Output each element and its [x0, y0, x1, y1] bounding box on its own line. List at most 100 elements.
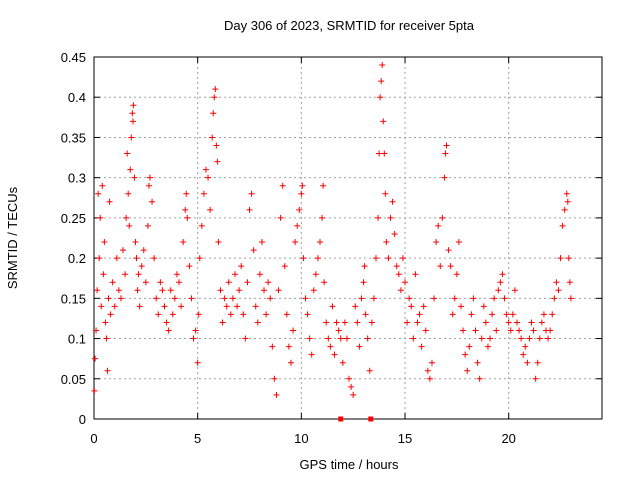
- data-point: [555, 287, 562, 294]
- data-point: [487, 335, 494, 342]
- data-point: [524, 359, 531, 366]
- data-point: [159, 287, 166, 294]
- data-point: [439, 214, 446, 221]
- data-point: [538, 319, 545, 326]
- x-tick-label: 0: [90, 431, 97, 446]
- data-point: [165, 327, 172, 334]
- data-point: [422, 327, 429, 334]
- data-point: [329, 303, 336, 310]
- data-point: [364, 335, 371, 342]
- data-point: [135, 271, 142, 278]
- data-point: [117, 295, 124, 302]
- data-point: [335, 327, 342, 334]
- data-point: [317, 239, 324, 246]
- data-point: [299, 182, 306, 189]
- data-point: [99, 182, 106, 189]
- data-point: [387, 214, 394, 221]
- data-point: [378, 78, 385, 85]
- data-point: [234, 303, 241, 310]
- data-point: [207, 206, 214, 213]
- data-point: [397, 287, 404, 294]
- data-point: [205, 174, 212, 181]
- data-point: [312, 271, 319, 278]
- data-point: [520, 351, 527, 358]
- data-point: [215, 239, 222, 246]
- data-point: [476, 375, 483, 382]
- data-point: [395, 271, 402, 278]
- data-point: [431, 295, 438, 302]
- data-point: [209, 134, 216, 141]
- data-point: [513, 319, 520, 326]
- data-point: [267, 295, 274, 302]
- data-point: [300, 255, 307, 262]
- data-point: [145, 182, 152, 189]
- data-point: [273, 391, 280, 398]
- data-point: [157, 279, 164, 286]
- data-point: [202, 166, 209, 173]
- data-point: [102, 319, 109, 326]
- data-point: [186, 263, 193, 270]
- data-point: [474, 359, 481, 366]
- data-point: [111, 303, 118, 310]
- data-point: [227, 311, 234, 318]
- data-point: [540, 311, 547, 318]
- data-point: [522, 343, 529, 350]
- data-point: [314, 255, 321, 262]
- data-point: [106, 198, 113, 205]
- data-point: [252, 303, 259, 310]
- data-point: [534, 359, 541, 366]
- data-point: [565, 255, 572, 262]
- x-tick-labels: 0 5 10 15 20: [90, 431, 516, 446]
- y-axis-label: SRMTID / TECUs: [5, 186, 20, 289]
- data-point: [495, 287, 502, 294]
- data-point: [462, 351, 469, 358]
- data-point: [563, 190, 570, 197]
- data-point: [294, 222, 301, 229]
- data-point: [93, 327, 100, 334]
- data-point: [261, 287, 268, 294]
- data-point: [136, 303, 143, 310]
- data-point: [269, 343, 276, 350]
- data-point: [402, 279, 409, 286]
- data-point: [505, 319, 512, 326]
- data-point: [290, 327, 297, 334]
- data-point: [383, 239, 390, 246]
- data-point: [516, 327, 523, 334]
- data-point: [248, 190, 255, 197]
- data-point: [167, 287, 174, 294]
- chart-title: Day 306 of 2023, SRMTID for receiver 5pt…: [224, 18, 475, 33]
- data-point: [489, 311, 496, 318]
- data-point: [244, 279, 251, 286]
- data-point: [564, 198, 571, 205]
- data-point: [125, 190, 132, 197]
- data-point: [221, 295, 228, 302]
- data-point: [458, 303, 465, 310]
- y-tick-label: 0.2: [68, 251, 86, 266]
- data-point: [198, 222, 205, 229]
- data-point: [277, 214, 284, 221]
- data-point: [551, 295, 558, 302]
- zero-marker: [338, 416, 344, 422]
- data-point: [122, 271, 129, 278]
- data-point: [406, 295, 413, 302]
- data-point: [133, 255, 140, 262]
- data-point: [258, 239, 265, 246]
- data-point: [416, 311, 423, 318]
- data-point: [281, 263, 288, 270]
- data-point: [298, 190, 305, 197]
- data-point: [101, 239, 108, 246]
- data-point: [263, 311, 270, 318]
- data-point: [410, 335, 417, 342]
- data-point: [96, 255, 103, 262]
- data-point: [442, 150, 449, 157]
- data-point: [509, 311, 516, 318]
- data-point: [346, 375, 353, 382]
- data-point: [362, 311, 369, 318]
- data-point: [360, 279, 367, 286]
- data-point: [211, 94, 218, 101]
- data-point: [134, 287, 141, 294]
- data-point: [123, 214, 130, 221]
- data-point: [559, 222, 566, 229]
- data-point: [375, 214, 382, 221]
- data-point: [163, 319, 170, 326]
